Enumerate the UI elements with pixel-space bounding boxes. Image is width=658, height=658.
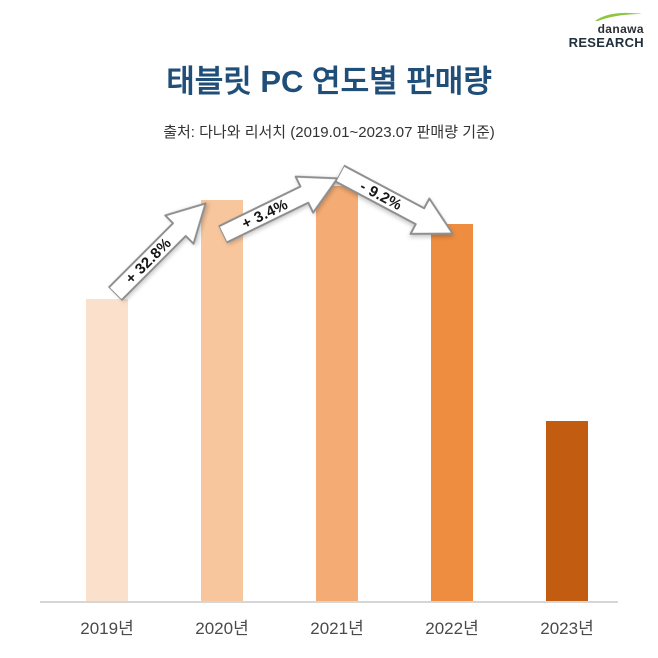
- x-axis-label: 2019년: [80, 619, 134, 638]
- logo-brand-text: danawa: [597, 22, 644, 36]
- page-title: 태블릿 PC 연도별 판매량: [166, 64, 492, 99]
- danawa-research-logo: danawa RESEARCH: [569, 10, 644, 50]
- bar-column: 2020년: [195, 186, 249, 638]
- logo-research-text: RESEARCH: [568, 34, 644, 50]
- bar-2023년: [546, 421, 588, 601]
- bar-2021년: [316, 186, 358, 601]
- bar-column: 2021년: [310, 186, 364, 638]
- up-arrow-icon: [107, 202, 207, 302]
- bar-2022년: [431, 224, 473, 601]
- growth-annotation-arrow-2020-2021: + 3.4%: [213, 158, 349, 255]
- bars-area: 2019년 2020년 2021년 2022년 2023년: [80, 186, 594, 638]
- x-axis-label: 2023년: [540, 619, 594, 638]
- logo-swoosh-icon: [595, 12, 642, 21]
- x-axis-label: 2021년: [310, 619, 364, 638]
- bar-column: 2019년: [80, 186, 134, 638]
- bar-column: 2022년: [425, 186, 479, 638]
- decline-annotation-arrow-2021-2022: - 9.2%: [329, 154, 464, 254]
- bar-2020년: [201, 200, 243, 601]
- x-axis-label: 2020년: [195, 619, 249, 638]
- down-arrow-icon: [334, 164, 454, 235]
- bar-column: 2023년: [540, 186, 594, 638]
- growth-annotation-arrow-2019-2020: + 32.8%: [99, 186, 222, 309]
- page-subtitle: 출처: 다나와 리서치 (2019.01~2023.07 판매량 기준): [163, 124, 495, 141]
- up-arrow-icon: [217, 175, 339, 244]
- x-axis-line: [40, 601, 618, 603]
- x-axis-label: 2022년: [425, 619, 479, 638]
- bar-2019년: [86, 299, 128, 601]
